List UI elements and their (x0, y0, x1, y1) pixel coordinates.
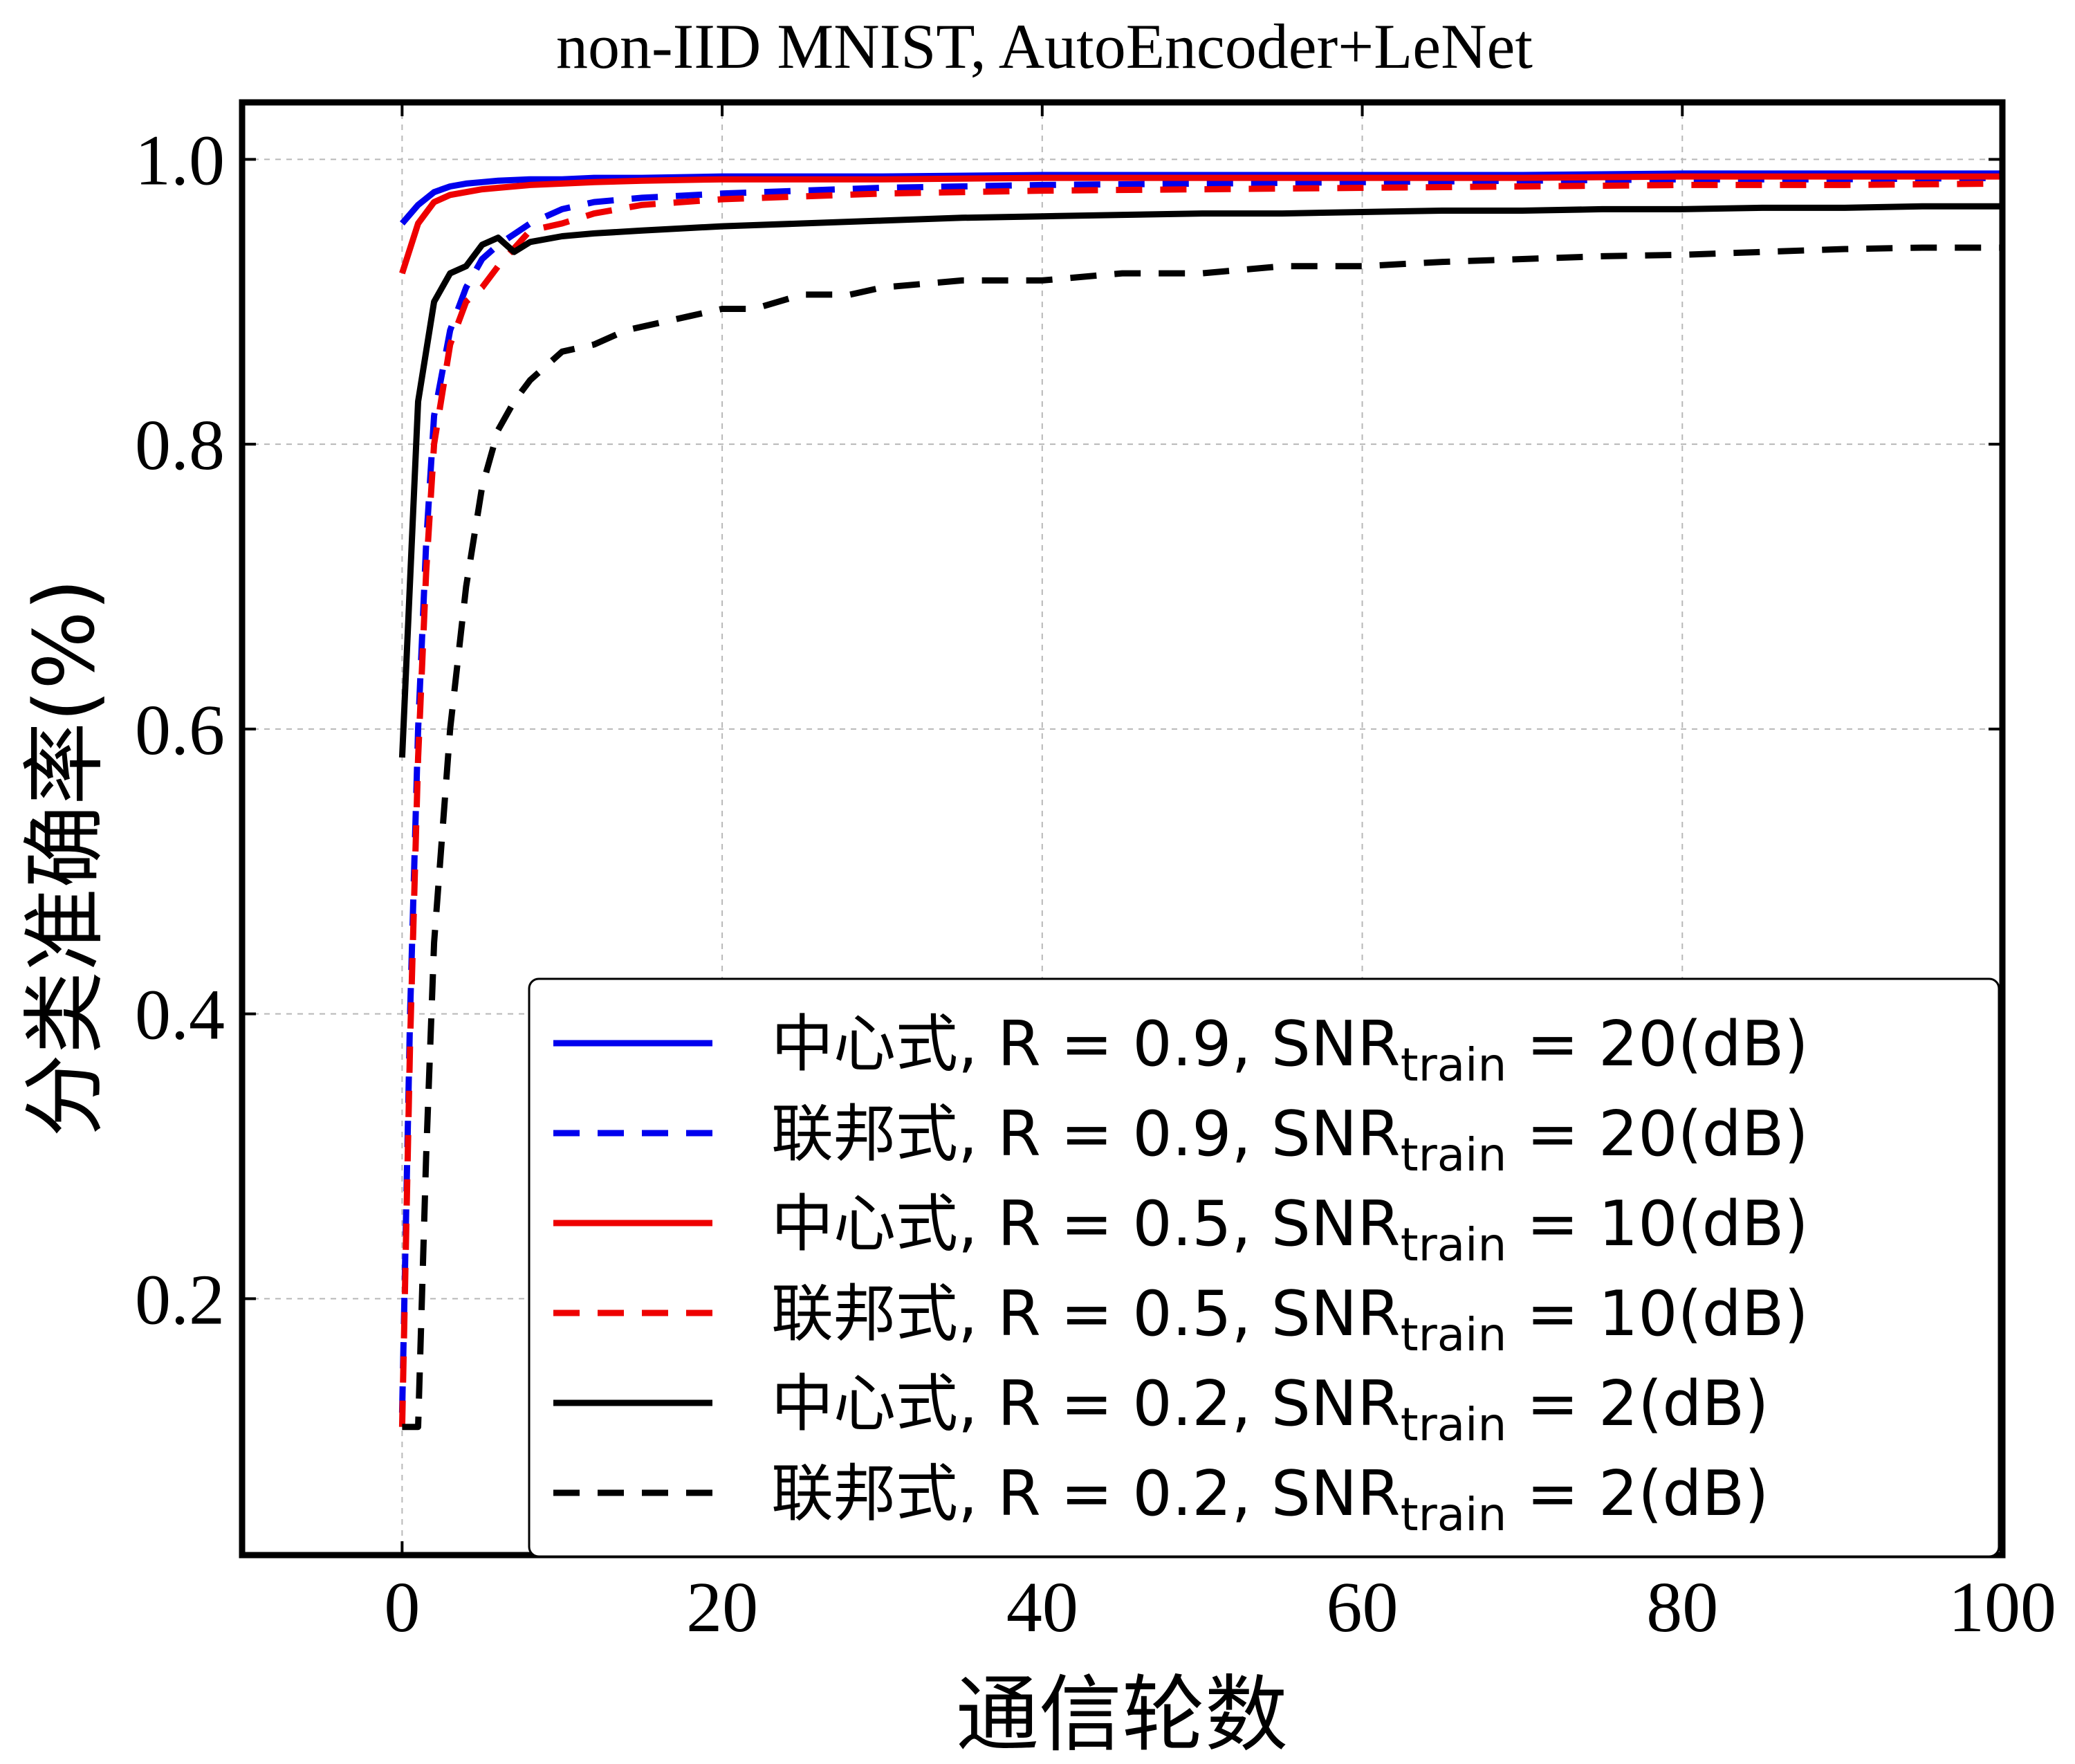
legend-label-suffix: = 10(dB) (1506, 1278, 1808, 1350)
legend-label-4: 联邦式, R = 0.5, SNRtrain = 10(dB) (771, 1278, 1809, 1361)
y-tick-label: 1.0 (135, 120, 225, 200)
legend-label-subscript: train (1401, 1308, 1507, 1361)
legend-label-subscript: train (1401, 1398, 1507, 1451)
y-tick-label: 0.6 (135, 690, 225, 770)
legend-label-suffix: = 2(dB) (1506, 1458, 1769, 1530)
legend-label-subscript: train (1401, 1488, 1507, 1541)
y-tick-label: 0.2 (135, 1260, 225, 1339)
x-axis-tick-labels: 0 20 40 60 80 100 (384, 1568, 2056, 1647)
legend-box (528, 977, 2000, 1558)
legend-label-suffix: = 2(dB) (1506, 1368, 1769, 1440)
legend-label-suffix: = 20(dB) (1506, 1098, 1808, 1170)
legend-label-main: 联邦式, R = 0.9, SNR (771, 1098, 1401, 1170)
legend-label-subscript: train (1401, 1128, 1507, 1182)
x-tick-label: 20 (686, 1568, 758, 1647)
x-tick-label: 80 (1646, 1568, 1718, 1647)
series-line-4 (398, 180, 2003, 1427)
series-line-3 (399, 173, 2002, 275)
legend-label-5: 中心式, R = 0.2, SNRtrain = 2(dB) (771, 1368, 1769, 1451)
legend-label-suffix: = 20(dB) (1506, 1008, 1808, 1081)
legend: 中心式, R = 0.9, SNRtrain = 20(dB)联邦式, R = … (528, 977, 2000, 1558)
y-axis-tick-labels: 0.2 0.4 0.6 0.8 1.0 (135, 120, 225, 1339)
legend-label-suffix: = 10(dB) (1506, 1188, 1808, 1260)
legend-label-1: 中心式, R = 0.9, SNRtrain = 20(dB) (771, 1008, 1809, 1092)
series-layer (398, 170, 2003, 1431)
x-tick-label: 100 (1948, 1568, 2056, 1647)
x-tick-label: 0 (384, 1568, 420, 1647)
legend-label-subscript: train (1401, 1038, 1507, 1092)
legend-label-main: 联邦式, R = 0.2, SNR (771, 1458, 1401, 1530)
y-axis-label: 分类准确率(%) (17, 578, 113, 1137)
x-tick-label: 60 (1327, 1568, 1399, 1647)
series-line-5 (398, 203, 2002, 758)
x-tick-label: 40 (1006, 1568, 1078, 1647)
legend-label-6: 联邦式, R = 0.2, SNRtrain = 2(dB) (771, 1458, 1769, 1541)
y-tick-label: 0.8 (135, 405, 225, 485)
legend-label-main: 中心式, R = 0.2, SNR (771, 1368, 1401, 1440)
legend-label-subscript: train (1401, 1218, 1507, 1271)
legend-label-3: 中心式, R = 0.5, SNRtrain = 10(dB) (771, 1188, 1809, 1271)
series-line-2 (398, 174, 2003, 1413)
legend-label-main: 联邦式, R = 0.5, SNR (771, 1278, 1401, 1350)
legend-label-main: 中心式, R = 0.9, SNR (771, 1008, 1401, 1081)
legend-label-main: 中心式, R = 0.5, SNR (771, 1188, 1401, 1260)
y-tick-label: 0.4 (135, 975, 225, 1055)
legend-label-2: 联邦式, R = 0.9, SNRtrain = 20(dB) (771, 1098, 1809, 1182)
x-axis-label: 通信轮数 (956, 1667, 1288, 1763)
chart-title: non-IID MNIST, AutoEncoder+LeNet (556, 11, 1533, 82)
